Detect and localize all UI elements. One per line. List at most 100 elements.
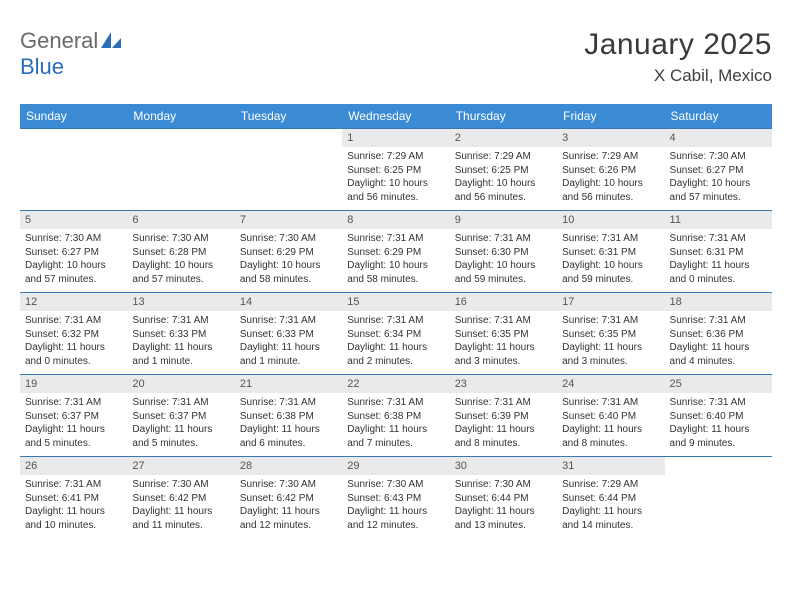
sunrise-text: Sunrise: 7:31 AM [347,314,444,328]
day-number: 1 [342,129,449,147]
calendar-cell: 31Sunrise: 7:29 AMSunset: 6:44 PMDayligh… [557,457,664,539]
sunrise-text: Sunrise: 7:29 AM [347,150,444,164]
sunset-text: Sunset: 6:29 PM [347,246,444,260]
logo-sail-icon [101,28,121,53]
logo-word-1: General [20,28,98,53]
calendar-cell: 1Sunrise: 7:29 AMSunset: 6:25 PMDaylight… [342,129,449,211]
sunset-text: Sunset: 6:27 PM [670,164,767,178]
day-details: Sunrise: 7:31 AMSunset: 6:37 PMDaylight:… [20,393,127,456]
calendar-page: General Blue January 2025 X Cabil, Mexic… [0,0,792,558]
day-details: Sunrise: 7:30 AMSunset: 6:28 PMDaylight:… [127,229,234,292]
daylight-text: Daylight: 10 hours and 57 minutes. [25,259,122,286]
sunrise-text: Sunrise: 7:30 AM [132,478,229,492]
calendar-cell: 29Sunrise: 7:30 AMSunset: 6:43 PMDayligh… [342,457,449,539]
day-number: 29 [342,457,449,475]
day-number: 19 [20,375,127,393]
sunrise-text: Sunrise: 7:31 AM [455,396,552,410]
calendar-cell: 21Sunrise: 7:31 AMSunset: 6:38 PMDayligh… [235,375,342,457]
sunrise-text: Sunrise: 7:29 AM [455,150,552,164]
daylight-text: Daylight: 11 hours and 6 minutes. [240,423,337,450]
sunrise-text: Sunrise: 7:31 AM [670,314,767,328]
day-number: 18 [665,293,772,311]
day-number: 25 [665,375,772,393]
day-details: Sunrise: 7:30 AMSunset: 6:27 PMDaylight:… [665,147,772,210]
sunset-text: Sunset: 6:34 PM [347,328,444,342]
sunset-text: Sunset: 6:31 PM [670,246,767,260]
calendar-row: 26Sunrise: 7:31 AMSunset: 6:41 PMDayligh… [20,457,772,539]
calendar-cell: 22Sunrise: 7:31 AMSunset: 6:38 PMDayligh… [342,375,449,457]
calendar-row: 1Sunrise: 7:29 AMSunset: 6:25 PMDaylight… [20,129,772,211]
daylight-text: Daylight: 11 hours and 5 minutes. [132,423,229,450]
sunset-text: Sunset: 6:39 PM [455,410,552,424]
sunset-text: Sunset: 6:44 PM [562,492,659,506]
daylight-text: Daylight: 10 hours and 56 minutes. [455,177,552,204]
calendar-cell: 7Sunrise: 7:30 AMSunset: 6:29 PMDaylight… [235,211,342,293]
sunrise-text: Sunrise: 7:30 AM [347,478,444,492]
day-number: 9 [450,211,557,229]
daylight-text: Daylight: 11 hours and 0 minutes. [25,341,122,368]
calendar-cell: 25Sunrise: 7:31 AMSunset: 6:40 PMDayligh… [665,375,772,457]
calendar-row: 5Sunrise: 7:30 AMSunset: 6:27 PMDaylight… [20,211,772,293]
day-number: 28 [235,457,342,475]
calendar-cell: 2Sunrise: 7:29 AMSunset: 6:25 PMDaylight… [450,129,557,211]
calendar-cell: 6Sunrise: 7:30 AMSunset: 6:28 PMDaylight… [127,211,234,293]
weekday-header: Monday [127,104,234,129]
sunset-text: Sunset: 6:28 PM [132,246,229,260]
calendar-cell: 19Sunrise: 7:31 AMSunset: 6:37 PMDayligh… [20,375,127,457]
day-number: 22 [342,375,449,393]
sunrise-text: Sunrise: 7:31 AM [455,232,552,246]
sunrise-text: Sunrise: 7:30 AM [25,232,122,246]
day-number: 3 [557,129,664,147]
day-details: Sunrise: 7:31 AMSunset: 6:31 PMDaylight:… [557,229,664,292]
daylight-text: Daylight: 10 hours and 57 minutes. [670,177,767,204]
weekday-header: Tuesday [235,104,342,129]
day-details: Sunrise: 7:30 AMSunset: 6:27 PMDaylight:… [20,229,127,292]
weekday-header: Wednesday [342,104,449,129]
day-details: Sunrise: 7:31 AMSunset: 6:36 PMDaylight:… [665,311,772,374]
daylight-text: Daylight: 11 hours and 10 minutes. [25,505,122,532]
calendar-cell [665,457,772,539]
day-details: Sunrise: 7:30 AMSunset: 6:43 PMDaylight:… [342,475,449,538]
sunset-text: Sunset: 6:35 PM [455,328,552,342]
sunset-text: Sunset: 6:43 PM [347,492,444,506]
day-number: 26 [20,457,127,475]
sunrise-text: Sunrise: 7:30 AM [455,478,552,492]
calendar-cell: 15Sunrise: 7:31 AMSunset: 6:34 PMDayligh… [342,293,449,375]
calendar-cell: 4Sunrise: 7:30 AMSunset: 6:27 PMDaylight… [665,129,772,211]
day-number: 5 [20,211,127,229]
sunrise-text: Sunrise: 7:31 AM [670,396,767,410]
day-details [127,135,234,193]
daylight-text: Daylight: 11 hours and 2 minutes. [347,341,444,368]
daylight-text: Daylight: 11 hours and 4 minutes. [670,341,767,368]
sunset-text: Sunset: 6:30 PM [455,246,552,260]
page-title: January 2025 [584,28,772,62]
sunrise-text: Sunrise: 7:31 AM [455,314,552,328]
sunrise-text: Sunrise: 7:31 AM [25,314,122,328]
sunset-text: Sunset: 6:42 PM [132,492,229,506]
day-number: 14 [235,293,342,311]
day-details: Sunrise: 7:29 AMSunset: 6:26 PMDaylight:… [557,147,664,210]
daylight-text: Daylight: 11 hours and 1 minute. [132,341,229,368]
day-details: Sunrise: 7:31 AMSunset: 6:40 PMDaylight:… [557,393,664,456]
daylight-text: Daylight: 11 hours and 0 minutes. [670,259,767,286]
sunset-text: Sunset: 6:38 PM [347,410,444,424]
sunset-text: Sunset: 6:26 PM [562,164,659,178]
daylight-text: Daylight: 11 hours and 13 minutes. [455,505,552,532]
day-details: Sunrise: 7:31 AMSunset: 6:34 PMDaylight:… [342,311,449,374]
day-details: Sunrise: 7:31 AMSunset: 6:37 PMDaylight:… [127,393,234,456]
logo: General Blue [20,28,121,80]
weekday-header: Thursday [450,104,557,129]
weekday-header: Saturday [665,104,772,129]
day-details [20,135,127,193]
daylight-text: Daylight: 11 hours and 12 minutes. [347,505,444,532]
day-number: 21 [235,375,342,393]
weekday-header-row: Sunday Monday Tuesday Wednesday Thursday… [20,104,772,129]
day-details: Sunrise: 7:31 AMSunset: 6:38 PMDaylight:… [342,393,449,456]
sunset-text: Sunset: 6:40 PM [670,410,767,424]
sunrise-text: Sunrise: 7:31 AM [132,396,229,410]
day-details: Sunrise: 7:30 AMSunset: 6:42 PMDaylight:… [235,475,342,538]
day-number: 4 [665,129,772,147]
weekday-header: Friday [557,104,664,129]
day-number: 2 [450,129,557,147]
day-number: 30 [450,457,557,475]
